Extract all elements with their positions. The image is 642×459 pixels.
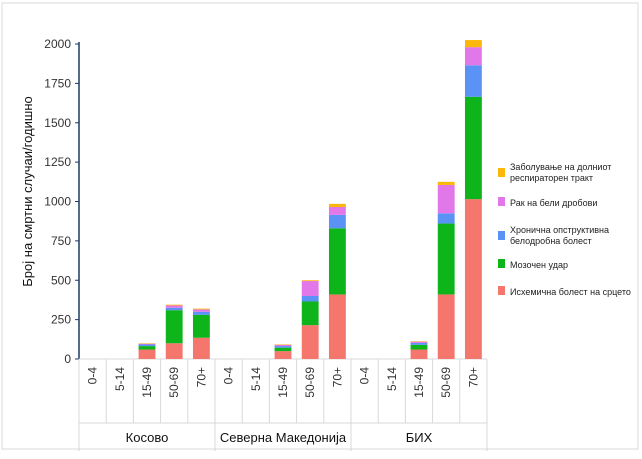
x-tick-label: 5-14	[113, 367, 127, 391]
bar-segment	[411, 345, 428, 350]
bar-segment	[465, 65, 482, 97]
x-tick-label: 0-4	[86, 367, 100, 385]
bar-segment	[438, 224, 455, 295]
legend-swatch	[498, 259, 505, 268]
group-label: БИХ	[406, 430, 433, 445]
bar-segment	[438, 185, 455, 213]
bar-segment	[166, 305, 183, 306]
y-tick-label: 1500	[44, 116, 71, 130]
legend-label: Исхемична болест на срцето	[510, 287, 631, 297]
bar-segment	[465, 199, 482, 359]
y-tick-label: 0	[64, 352, 71, 366]
bar-segment	[193, 309, 210, 311]
bar-segment	[166, 308, 183, 310]
bar-segment	[193, 312, 210, 315]
bar-segment	[275, 351, 292, 359]
bar-segment	[302, 296, 319, 302]
legend-label: Рак на бели дробови	[510, 198, 597, 208]
x-tick-label: 5-14	[385, 367, 399, 391]
bar-segment	[166, 310, 183, 343]
bar-segment	[438, 294, 455, 359]
x-tick-label: 50-69	[303, 367, 317, 398]
x-tick-label: 0-4	[222, 367, 236, 385]
legend-swatch	[498, 197, 505, 206]
legend-swatch	[498, 286, 505, 295]
bar-segment	[465, 40, 482, 47]
bar-segment	[275, 345, 292, 346]
legend-label: белодробна болест	[510, 236, 592, 246]
x-tick-label: 70+	[194, 367, 208, 387]
bar-segment	[329, 207, 346, 215]
y-tick-label: 1750	[44, 76, 71, 90]
group-label: Косово	[126, 430, 169, 445]
group-label: Северна Македонија	[220, 430, 347, 445]
bar-segment	[329, 204, 346, 207]
bar-segment	[193, 338, 210, 359]
bar-segment	[302, 302, 319, 326]
y-tick-label: 250	[51, 313, 71, 327]
bar-segment	[302, 325, 319, 359]
bar-segment	[139, 344, 156, 345]
bar-segment	[411, 342, 428, 343]
bar-segment	[166, 305, 183, 307]
y-tick-label: 1000	[44, 195, 71, 209]
legend-swatch	[498, 231, 505, 240]
y-tick-label: 750	[51, 234, 71, 248]
x-tick-label: 50-69	[167, 367, 181, 398]
x-tick-label: 0-4	[358, 367, 372, 385]
bar-segment	[411, 343, 428, 345]
bar-segment	[438, 182, 455, 185]
bar-segment	[329, 228, 346, 294]
bar-segment	[139, 346, 156, 349]
bar-segment	[465, 47, 482, 65]
bar-segment	[166, 343, 183, 359]
bar-segment	[193, 315, 210, 338]
legend-swatch	[498, 168, 505, 177]
x-tick-label: 15-49	[140, 367, 154, 398]
x-tick-label: 70+	[466, 367, 480, 387]
x-tick-label: 50-69	[439, 367, 453, 398]
legend-label: Хронична опструктивна	[510, 225, 609, 235]
legend-label: Мозочен удар	[510, 260, 568, 270]
bar-segment	[193, 309, 210, 310]
legend-label: респираторен тракт	[510, 173, 593, 183]
y-tick-label: 1250	[44, 155, 71, 169]
bar-segment	[302, 280, 319, 281]
bar-segment	[275, 348, 292, 351]
bar-segment	[438, 213, 455, 223]
legend-label: Заболување на долниот	[510, 162, 611, 172]
bar-segment	[329, 215, 346, 228]
bar-segment	[411, 350, 428, 359]
y-tick-label: 2000	[44, 37, 71, 51]
bar-segment	[302, 281, 319, 296]
x-tick-label: 5-14	[249, 367, 263, 391]
bar-segment	[465, 97, 482, 199]
x-tick-label: 15-49	[276, 367, 290, 398]
bar-segment	[329, 294, 346, 359]
y-tick-label: 500	[51, 273, 71, 287]
y-axis-title: Број на смртни случаи/годишно	[20, 96, 35, 286]
x-tick-label: 70+	[330, 367, 344, 387]
bar-segment	[139, 345, 156, 347]
x-tick-label: 15-49	[412, 367, 426, 398]
bar-segment	[139, 350, 156, 359]
bar-segment	[275, 346, 292, 348]
